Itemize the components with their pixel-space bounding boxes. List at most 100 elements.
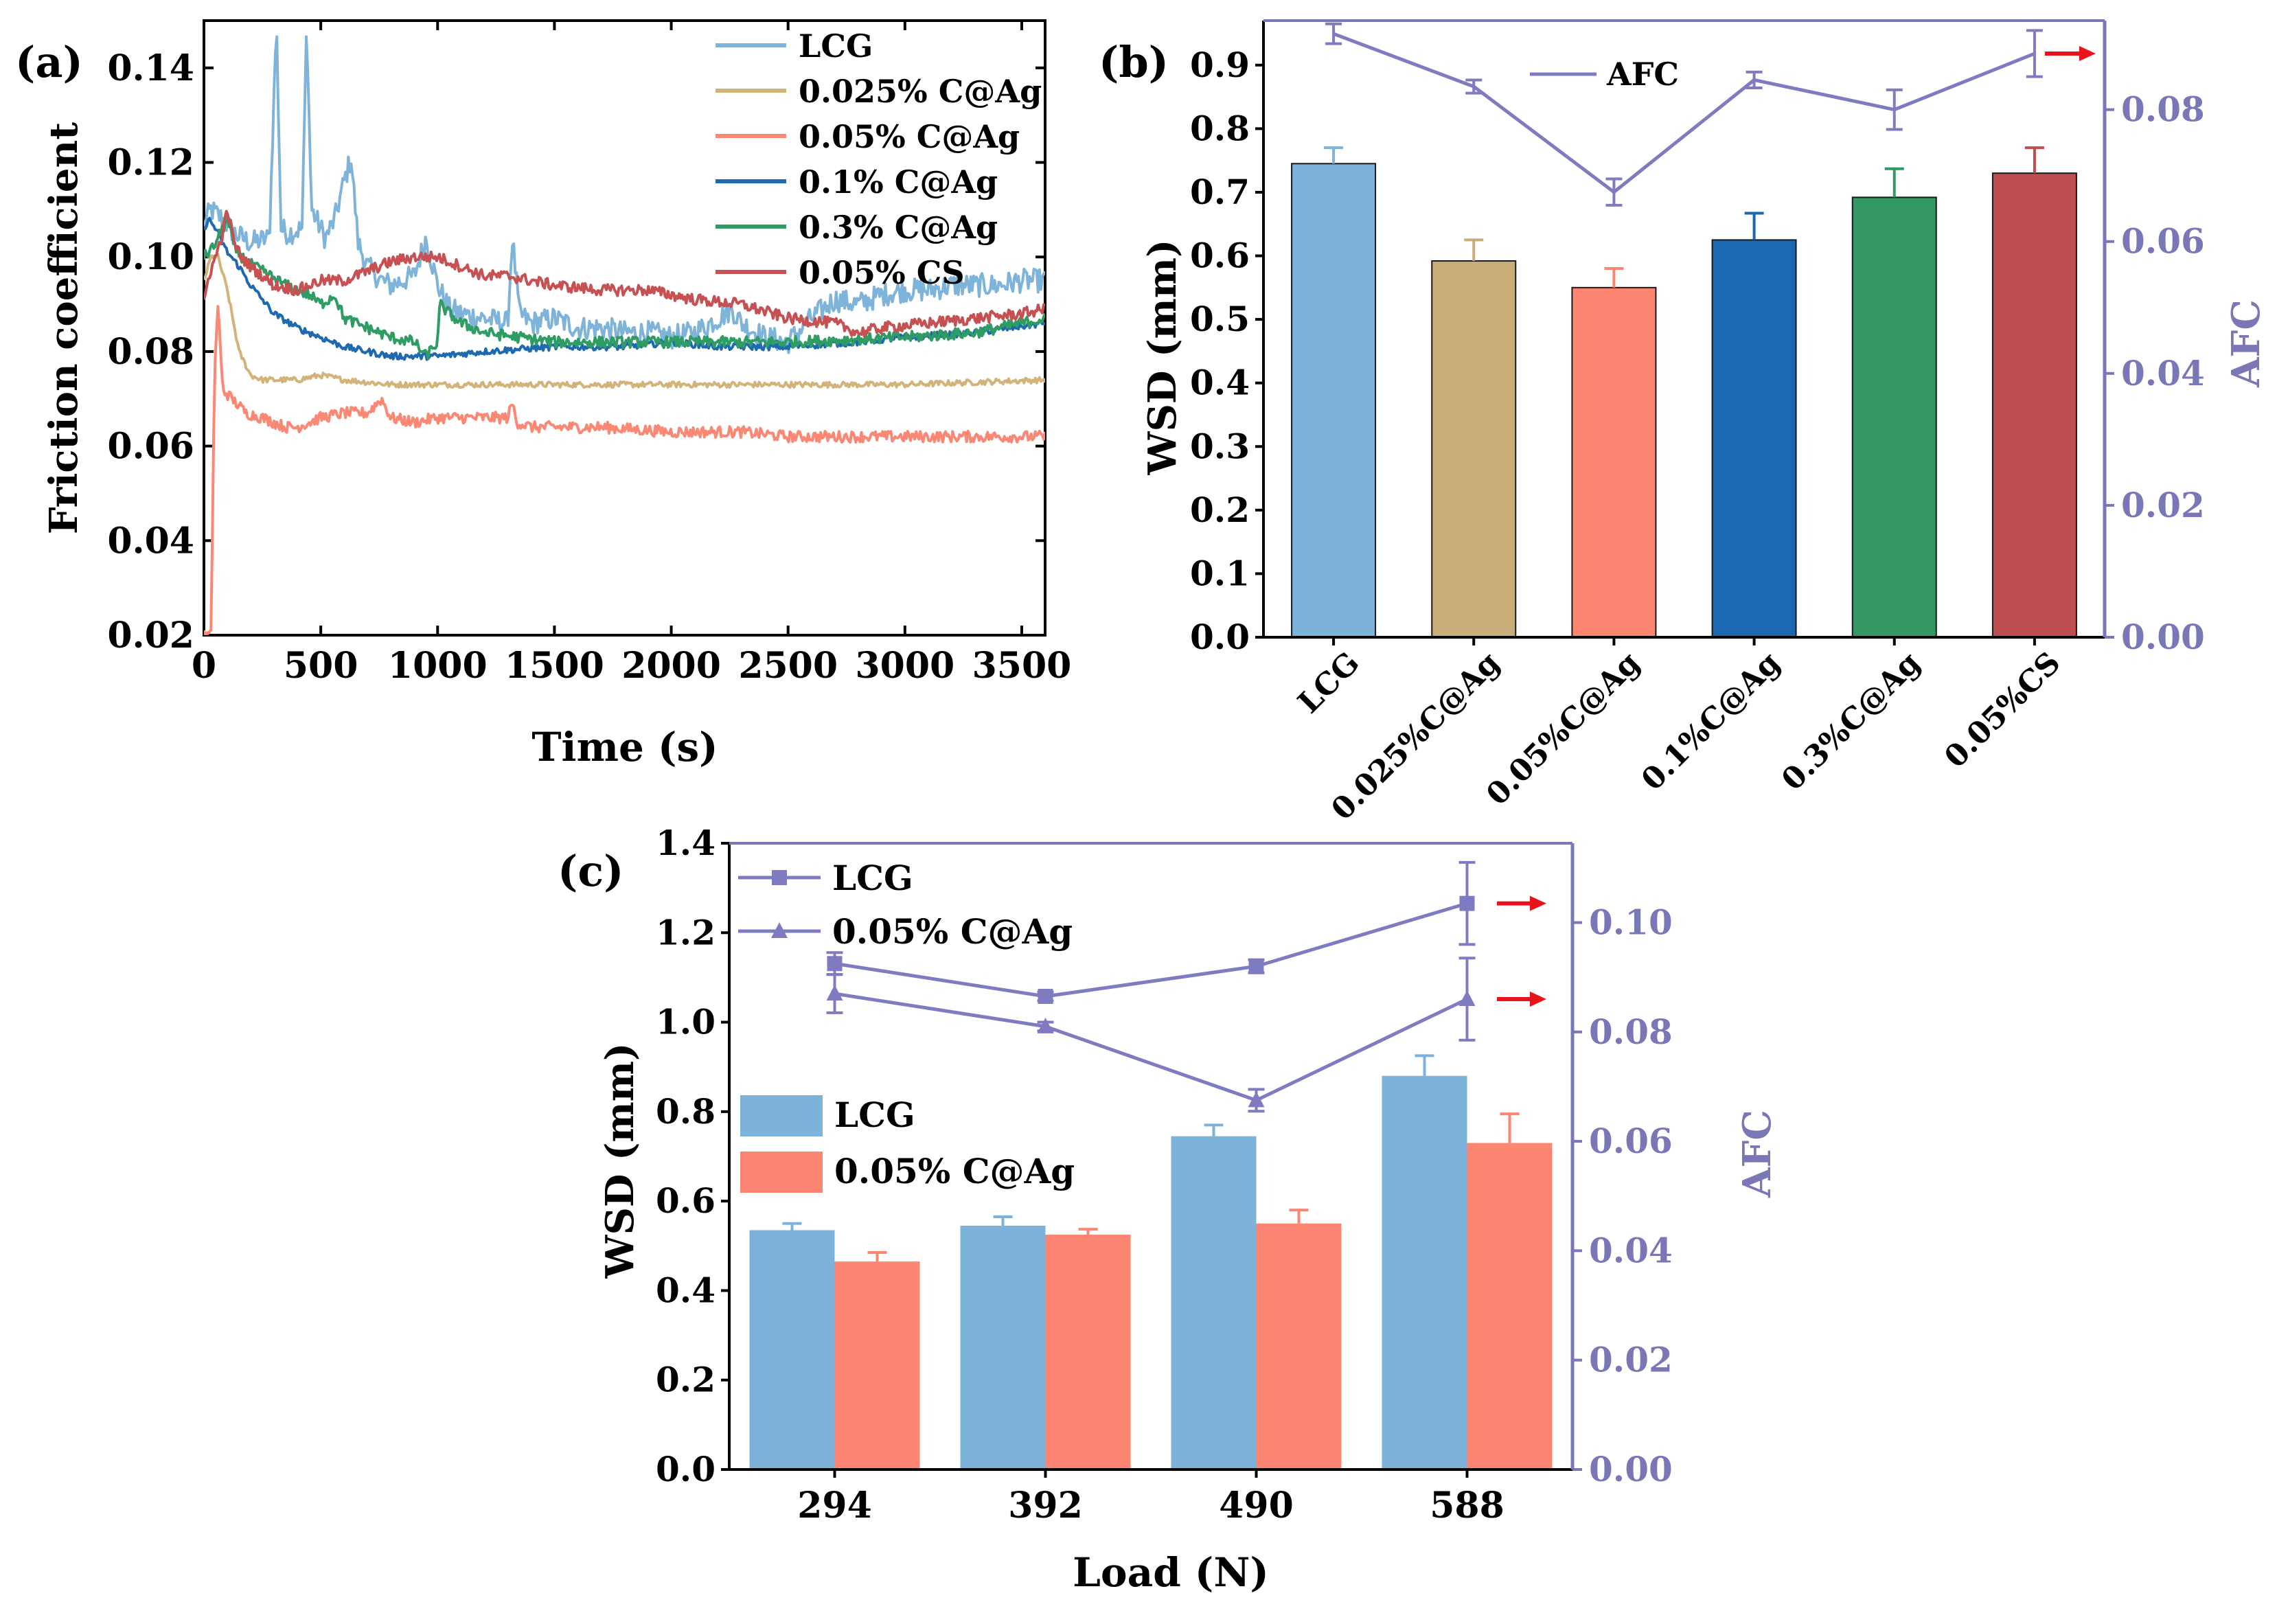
axis-arrow-head-icon [1530,895,1546,911]
legend-label: LCG [834,1095,915,1135]
bar-0-3 [1382,1075,1467,1469]
y2-tick-label: 0.00 [2121,617,2205,657]
y-tick-label: 0.9 [1190,45,1250,85]
panel-c-x-axis-label: Load (N) [1073,1549,1269,1596]
y-tick-label: 0.3 [1190,426,1250,466]
y-tick-label: 0.04 [107,520,194,562]
legend-label: 0.05% CS [799,254,965,291]
bar-0-0 [749,1230,835,1469]
y-tick-label: 0.5 [1190,299,1250,339]
x-tick-label: 2500 [738,645,838,687]
bar-2 [1571,286,1657,638]
series-line-1 [204,253,1045,389]
y-tick-label: 0.4 [1190,363,1250,403]
x-tick-label: 500 [284,645,358,687]
bar-1-0 [834,1261,920,1469]
x-tick-label: 1000 [388,645,488,687]
legend-square-icon [772,870,787,885]
panel-a-label: (a) [15,37,83,87]
x-tick-label: 0.1%C@Ag [1635,645,1787,798]
panel-b-y-axis-label: WSD (mm) [1140,240,1185,476]
y-tick-label: 0.0 [1190,617,1250,657]
afc-line-1 [834,992,1468,1103]
legend-label: 0.025% C@Ag [799,73,1042,110]
panel-b-legend: AFC [1530,56,1679,93]
bar-1-1 [1045,1235,1131,1469]
legend-triangle-icon [771,922,788,938]
y-tick-label: 0.10 [107,236,194,278]
series-line-2 [204,305,1045,635]
afc-marker-square-icon [1459,895,1475,911]
legend-label: LCG [799,27,873,65]
y-tick-label: 0.1 [1190,553,1250,593]
x-tick-label: 2000 [621,645,721,687]
y-tick-label: 0.06 [107,426,194,468]
y-tick-label: 0.02 [107,615,194,656]
afc-marker-triangle-icon [1458,990,1476,1007]
axis-arrow-head-icon [1530,992,1546,1007]
legend-label: 0.3% C@Ag [799,209,998,246]
x-tick-label: LCG [1292,645,1366,720]
panel-b-wsd-afc-chart: (b) 0.0 0.1 0.2 0.3 0.4 0.5 0.6 0.7 0.8 0.9 0.00 0.… [1099,19,2269,827]
y2-tick-label: 0.00 [1589,1449,1673,1489]
panel-c-legend: LCG 0.05% C@Ag LCG 0.05% C@Ag [738,858,1075,1193]
y2-tick-label: 0.04 [2121,353,2205,393]
series-line-4 [204,216,1045,361]
series-line-0 [204,35,1045,354]
panel-a-x-axis-label: Time (s) [531,724,718,770]
panel-c-y2-axis-label: AFC [1735,1110,1780,1198]
x-tick-label: 588 [1430,1485,1504,1526]
y-tick-label: 0.8 [1190,108,1250,148]
panel-a-series-lines [204,35,1045,635]
panel-c-axes: 0.0 0.2 0.4 0.6 0.8 1.0 1.2 1.4 0.00 0.02 0.04 0.06… [656,823,1673,1526]
panel-a-legend: LCG 0.025% C@Ag 0.05% C@Ag 0.1% C@Ag 0.3% C@… [716,27,1042,291]
y-tick-label: 1.0 [656,1002,716,1042]
afc-line [1333,32,2035,194]
y-tick-label: 0.4 [656,1270,716,1310]
y-tick-label: 0.08 [107,331,194,373]
y2-tick-label: 0.06 [2121,221,2205,262]
legend-label: 0.05% C@Ag [832,911,1073,952]
panel-c-bars [749,1054,1553,1469]
legend-bar-swatch [740,1152,823,1193]
panel-c-afc-lines [826,860,1476,1113]
y2-tick-label: 0.08 [2121,89,2205,130]
x-tick-label: 0.3%C@Ag [1775,645,1927,798]
legend-label: AFC [1606,56,1679,93]
bar-1 [1431,260,1517,638]
panel-c-label: (c) [558,846,623,896]
panel-c-load-chart: (c) 0.0 0.2 0.4 0.6 0.8 1.0 1.2 1.4 0.00 0.02 0.04… [558,823,1780,1596]
y2-tick-label: 0.02 [1589,1340,1673,1380]
y-tick-label: 0.14 [107,47,194,89]
x-tick-label: 490 [1219,1485,1294,1526]
series-line-5 [204,209,1045,338]
y2-tick-label: 0.10 [1589,902,1673,942]
y-tick-label: 0.6 [656,1180,716,1221]
bar-1-3 [1467,1143,1553,1469]
y2-tick-label: 0.02 [2121,485,2205,525]
panel-a-y-axis-label: Friction coefficient [41,122,87,534]
panel-b-bars [1291,146,2077,639]
bar-0 [1291,163,1377,639]
bar-5 [1991,172,2077,639]
afc-marker-square-icon [1248,959,1264,974]
x-tick-label: 0.05%CS [1938,645,2068,775]
x-tick-label: 392 [1008,1485,1083,1526]
x-tick-label: 1500 [505,645,604,687]
axis-arrow-head-icon [2079,46,2096,62]
bar-4 [1851,196,1937,639]
x-tick-label: 3000 [855,645,954,687]
y-tick-label: 0.0 [656,1449,716,1489]
bar-3 [1711,239,1797,639]
legend-bar-swatch [740,1095,823,1136]
panel-b-label: (b) [1099,37,1169,87]
y-tick-label: 1.4 [656,823,716,863]
y2-tick-label: 0.04 [1589,1230,1673,1270]
legend-label: 0.1% C@Ag [799,163,998,201]
afc-marker-square-icon [1038,989,1053,1005]
afc-marker-triangle-icon [1248,1091,1265,1108]
afc-marker-triangle-icon [826,985,843,1001]
y-tick-label: 1.2 [656,912,716,952]
afc-marker-square-icon [827,956,843,972]
